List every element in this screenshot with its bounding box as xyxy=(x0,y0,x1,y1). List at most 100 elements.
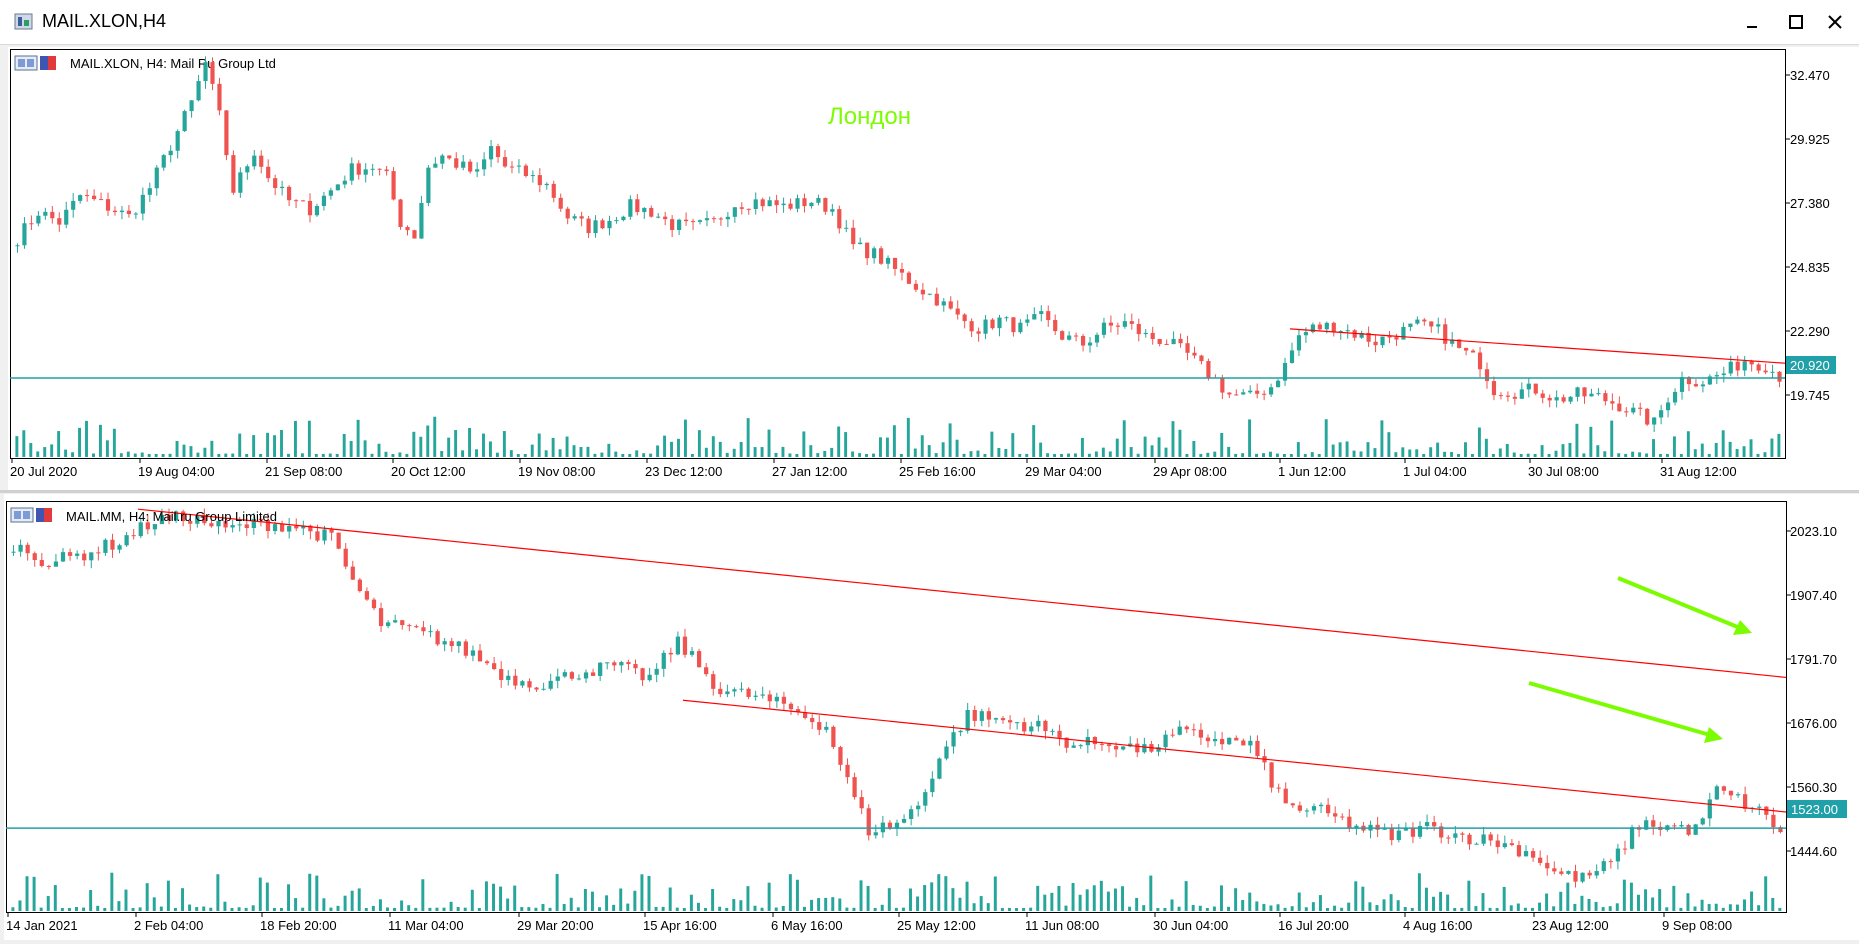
candle xyxy=(1338,330,1343,340)
candle xyxy=(1495,834,1500,854)
volume-bar xyxy=(668,887,672,911)
candle xyxy=(1310,322,1315,334)
volume-bar xyxy=(1533,453,1537,457)
volume-bar xyxy=(468,427,472,457)
chart-properties-icon[interactable] xyxy=(14,55,38,71)
candle xyxy=(1679,821,1684,828)
volume-bar xyxy=(670,441,673,457)
volume-bar xyxy=(308,873,312,911)
candle xyxy=(1575,386,1580,402)
indicators-icon[interactable] xyxy=(40,56,56,70)
volume-bar xyxy=(569,897,573,911)
candle xyxy=(426,165,431,207)
volume-bar xyxy=(1255,901,1259,911)
volume-bar xyxy=(1658,889,1662,911)
candle xyxy=(1679,371,1685,400)
volume-bar xyxy=(656,445,660,457)
candle xyxy=(1262,390,1267,401)
candle xyxy=(475,162,480,178)
volume-bar xyxy=(1743,899,1746,911)
trendline[interactable] xyxy=(137,508,1787,679)
volume-bar xyxy=(1338,442,1342,457)
candle xyxy=(633,659,638,675)
volume-bar xyxy=(1198,905,1202,911)
volume-bar xyxy=(1310,452,1314,457)
chart-1-plot-frame[interactable] xyxy=(10,49,1786,459)
maximize-button[interactable] xyxy=(1774,6,1818,38)
volume-bar xyxy=(152,897,156,911)
candle xyxy=(607,215,612,236)
volume-bar xyxy=(1410,907,1414,911)
volume-bar xyxy=(96,905,100,911)
volume-bar xyxy=(1757,905,1761,911)
candle xyxy=(126,205,132,218)
candle xyxy=(363,163,368,183)
volume-bar xyxy=(182,444,186,457)
volume-bar xyxy=(1184,881,1188,911)
volume-bar xyxy=(57,431,61,457)
candle xyxy=(583,669,589,683)
candle xyxy=(1436,317,1441,334)
candle xyxy=(287,517,292,539)
volume-bar xyxy=(509,450,513,457)
candle xyxy=(831,725,836,750)
indicators-icon[interactable] xyxy=(36,508,52,522)
volume-bar xyxy=(1150,445,1154,457)
volume-bar xyxy=(1297,892,1301,911)
volume-bar xyxy=(82,907,86,911)
volume-bar xyxy=(78,427,81,457)
candle xyxy=(1234,735,1239,741)
candle xyxy=(1693,379,1699,388)
candle xyxy=(321,191,327,211)
candle xyxy=(175,129,180,159)
candle xyxy=(1304,808,1310,818)
volume-bar xyxy=(885,437,889,457)
candle xyxy=(119,206,125,220)
minimize-button[interactable] xyxy=(1730,6,1774,38)
candle xyxy=(725,684,730,698)
candle xyxy=(823,197,828,215)
chart-properties-icon[interactable] xyxy=(10,507,34,523)
candle xyxy=(463,639,468,659)
volume-bar xyxy=(824,897,828,911)
volume-bar xyxy=(1282,453,1286,457)
trendline[interactable] xyxy=(682,699,1787,813)
candle xyxy=(449,637,454,652)
candle xyxy=(663,211,668,226)
volume-bar xyxy=(1046,453,1050,457)
candle xyxy=(1318,802,1324,814)
candle xyxy=(1205,734,1211,748)
candle xyxy=(502,150,508,168)
volume-bar xyxy=(1078,894,1082,911)
candle xyxy=(837,205,842,234)
candle xyxy=(1422,318,1427,326)
volume-bar xyxy=(600,452,604,457)
volume-bar xyxy=(810,899,814,911)
volume-bar xyxy=(1603,451,1607,457)
candle xyxy=(1036,715,1041,732)
candle xyxy=(600,218,605,230)
candle xyxy=(1297,801,1302,813)
volume-bar xyxy=(690,453,694,457)
charts-svg: MAIL.XLON, H4: Mail Ru Group Ltd Лондон … xyxy=(0,47,1859,940)
close-button[interactable] xyxy=(1813,6,1857,38)
volume-bar xyxy=(1057,885,1061,911)
volume-bar xyxy=(1575,423,1579,457)
candle xyxy=(1029,721,1034,736)
candle xyxy=(711,670,716,696)
candle xyxy=(1446,835,1451,845)
volume-bar xyxy=(1219,885,1223,911)
trendline[interactable] xyxy=(1289,328,1786,364)
chart-2-trendlines xyxy=(6,508,1787,829)
volume-bar xyxy=(1436,442,1440,457)
volume-bar xyxy=(1519,453,1523,457)
candle xyxy=(433,157,438,168)
volume-bar xyxy=(718,906,722,911)
chart-2-plot-frame[interactable] xyxy=(6,501,1787,913)
candle xyxy=(1778,825,1783,834)
chart-separator[interactable] xyxy=(0,490,1859,493)
candle xyxy=(265,513,271,539)
volume-bar xyxy=(50,444,54,457)
candle xyxy=(562,669,567,678)
volume-bar xyxy=(1652,439,1655,457)
